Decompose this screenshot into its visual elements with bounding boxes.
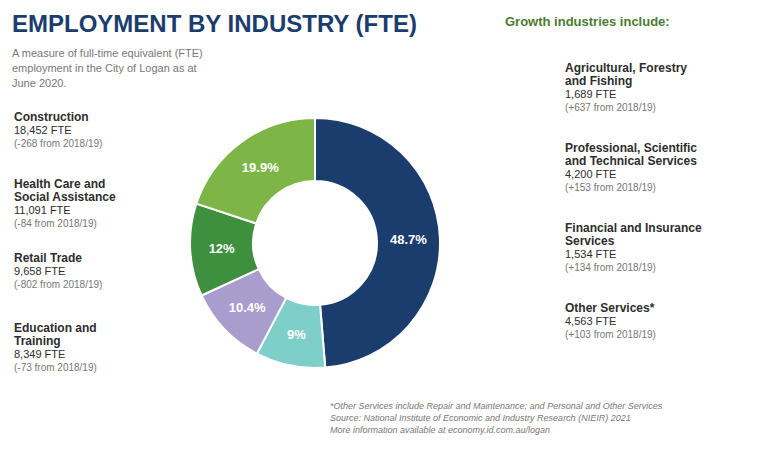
html-text:Social Assistance: Social Assistance xyxy=(14,190,116,204)
html-text:Professional, Scientific: Professional, Scientific xyxy=(565,141,697,155)
html-text:Growth industries include:: Growth industries include: xyxy=(505,14,670,29)
html-text:Agricultural, Forestry: Agricultural, Forestry xyxy=(565,61,687,75)
html-text:1,534 FTE: 1,534 FTE xyxy=(565,248,617,260)
html-text:1,689 FTE: 1,689 FTE xyxy=(565,88,617,100)
html-text:Services: Services xyxy=(565,234,615,248)
html-text:(+103 from 2018/19): (+103 from 2018/19) xyxy=(565,329,656,340)
html-text:Education and: Education and xyxy=(14,321,97,335)
html-text:Financial and Insurance: Financial and Insurance xyxy=(565,221,702,235)
html-text:A measure of full-time equival: A measure of full-time equivalent (FTE) … xyxy=(12,47,203,89)
html-text:Health Care and: Health Care and xyxy=(14,177,106,191)
html-text:Retail Trade: Retail Trade xyxy=(14,251,82,265)
html-text:EMPLOYMENT BY INDUSTRY (FTE): EMPLOYMENT BY INDUSTRY (FTE) xyxy=(12,10,417,37)
html-text:*Other Services include Repair: *Other Services include Repair and Maint… xyxy=(330,401,663,411)
svg-text:19.9%: 19.9% xyxy=(242,160,279,175)
html-text:18,452 FTE: 18,452 FTE xyxy=(14,124,72,136)
html-text:9,658 FTE: 9,658 FTE xyxy=(14,265,66,277)
html-text:4,563 FTE: 4,563 FTE xyxy=(565,315,617,327)
html-text:and Fishing: and Fishing xyxy=(565,74,633,88)
html-text:Source: National Institute of: Source: National Institute of Economic a… xyxy=(330,413,631,423)
html-text:(+134 from 2018/19): (+134 from 2018/19) xyxy=(565,262,656,273)
html-text:Other Services*: Other Services* xyxy=(565,301,655,315)
html-text:(+153 from 2018/19): (+153 from 2018/19) xyxy=(565,182,656,193)
html-text:Training: Training xyxy=(14,334,61,348)
html-text:(+637 from 2018/19): (+637 from 2018/19) xyxy=(565,102,656,113)
html-text:and Technical Services: and Technical Services xyxy=(565,154,697,168)
html-text:(-802 from 2018/19): (-802 from 2018/19) xyxy=(14,279,103,290)
html-text:8,349 FTE: 8,349 FTE xyxy=(14,348,66,360)
svg-text:9%: 9% xyxy=(287,327,306,342)
svg-text:12%: 12% xyxy=(209,241,235,256)
html-text:(-73 from 2018/19): (-73 from 2018/19) xyxy=(14,362,97,373)
svg-text:10.4%: 10.4% xyxy=(229,300,266,315)
html-text:More information available at: More information available at economy.id… xyxy=(330,425,550,435)
html-text:4,200 FTE: 4,200 FTE xyxy=(565,168,617,180)
html-text:(-84 from 2018/19): (-84 from 2018/19) xyxy=(14,218,97,229)
html-text:11,091 FTE: 11,091 FTE xyxy=(14,204,71,216)
svg-text:48.7%: 48.7% xyxy=(390,232,427,247)
html-text:Construction: Construction xyxy=(14,110,89,124)
html-text:(-268 from 2018/19): (-268 from 2018/19) xyxy=(14,138,103,149)
